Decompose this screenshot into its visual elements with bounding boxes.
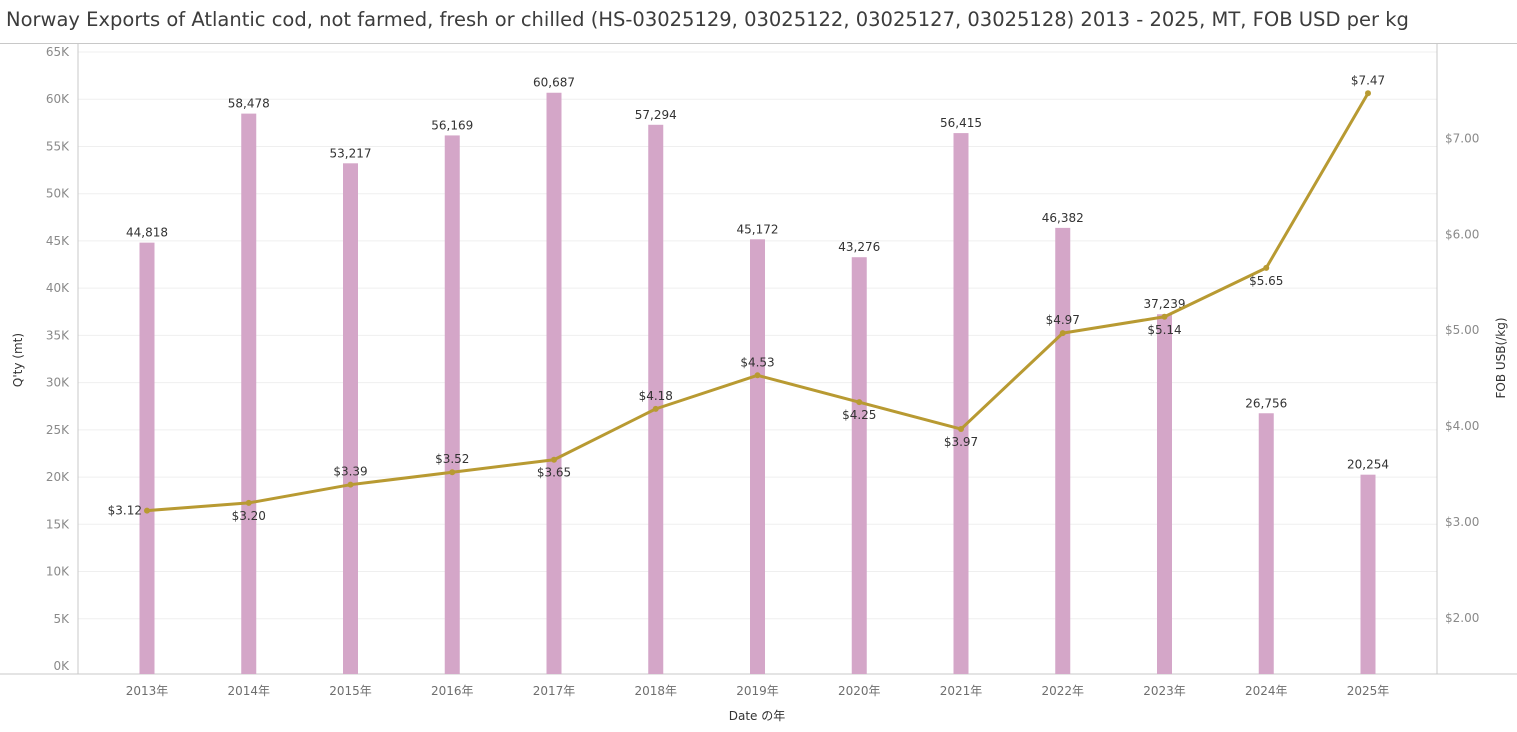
price-point (1059, 330, 1066, 337)
price-point (144, 507, 150, 514)
x-tick-label: 2016年 (431, 684, 474, 698)
bar-value-label: 56,169 (431, 118, 473, 132)
bar-labels: 44,818 58,478 53,217 56,169 60,687 57,294 45,1… (126, 76, 1389, 472)
price-point (958, 426, 964, 433)
price-point (1365, 90, 1371, 97)
price-point (347, 481, 354, 488)
price-value-label: $5.14 (1147, 323, 1181, 337)
bar-value-label: 44,818 (126, 226, 168, 240)
line-labels: $3.12 $3.20 $3.39 $3.52 $3.65 $4.18 $4.53 $4.25… (108, 73, 1386, 523)
price-point (551, 456, 557, 463)
bar-value-label: 57,294 (635, 108, 677, 122)
price-value-label: $4.25 (842, 408, 876, 422)
price-point (245, 499, 252, 506)
bar-value-label: 56,415 (940, 116, 982, 130)
price-point (449, 469, 456, 476)
bar-value-label: 20,254 (1347, 458, 1389, 472)
bar (546, 92, 562, 674)
price-point (754, 372, 761, 379)
bar-value-label: 58,478 (228, 97, 270, 111)
x-tick-label: 2017年 (533, 684, 576, 698)
x-tick-label: 2020年 (838, 684, 881, 698)
bar-value-label: 53,217 (330, 146, 372, 160)
title-divider (0, 43, 1517, 44)
line-series (144, 90, 1371, 514)
x-tick-label: 2013年 (126, 684, 169, 698)
bar (648, 124, 664, 675)
bar-value-label: 26,756 (1245, 396, 1287, 410)
price-point (856, 399, 863, 406)
bar-value-label: 43,276 (838, 240, 880, 254)
x-tick-label: 2023年 (1143, 684, 1186, 698)
price-point (652, 405, 659, 412)
bar (851, 257, 867, 674)
x-axis-title: Date の年 (729, 709, 786, 723)
chart-title: Norway Exports of Atlantic cod, not farm… (6, 8, 1409, 31)
bar-value-label: 46,382 (1042, 211, 1084, 225)
bar (1360, 474, 1376, 674)
x-tick-label: 2025年 (1347, 684, 1390, 698)
x-tick-label: 2024年 (1245, 684, 1288, 698)
left-tick-label: 40K (46, 281, 70, 295)
price-point (1161, 313, 1168, 320)
left-tick-label: 55K (46, 139, 70, 153)
right-tick-label: $5.00 (1445, 323, 1479, 337)
price-value-label: $5.65 (1249, 274, 1283, 288)
bar (139, 242, 155, 674)
right-axis-title: FOB USB(/kg) (1494, 318, 1508, 399)
right-tick-label: $6.00 (1445, 227, 1479, 241)
right-axis-ticks: $2.00 $3.00 $4.00 $5.00 $6.00 $7.00 (1445, 131, 1479, 625)
price-value-label: $4.53 (740, 355, 774, 369)
x-axis-ticks: 2013年 2014年 2015年 2016年 2017年 2018年 2019年 2020年… (126, 684, 1390, 698)
left-tick-label: 15K (46, 517, 70, 531)
price-value-label: $4.97 (1046, 313, 1080, 327)
left-tick-label: 35K (46, 328, 70, 342)
x-tick-label: 2014年 (227, 684, 270, 698)
right-tick-label: $7.00 (1445, 131, 1479, 145)
bar (1258, 413, 1274, 674)
left-tick-label: 0K (53, 659, 70, 673)
left-tick-label: 5K (53, 612, 70, 626)
x-tick-label: 2015年 (329, 684, 372, 698)
price-value-label: $3.65 (537, 466, 571, 480)
left-axis-title: Q'ty (mt) (11, 333, 25, 387)
bar-value-label: 60,687 (533, 76, 575, 90)
price-value-label: $3.97 (944, 435, 978, 449)
price-point (1263, 264, 1270, 271)
left-tick-label: 60K (46, 92, 70, 106)
price-value-label: $3.52 (435, 452, 469, 466)
left-axis-ticks: 0K 5K 10K 15K 20K 25K 30K 35K 40K 45K 50K 55K 60K 65K (46, 45, 70, 673)
left-tick-label: 30K (46, 376, 70, 390)
bar (444, 135, 460, 674)
right-tick-label: $2.00 (1445, 611, 1479, 625)
price-value-label: $7.47 (1351, 73, 1385, 87)
price-value-label: $3.12 (108, 504, 142, 518)
price-value-label: $4.18 (639, 389, 673, 403)
price-value-label: $3.39 (333, 465, 367, 479)
x-tick-label: 2021年 (940, 684, 983, 698)
bar (953, 133, 969, 675)
right-tick-label: $3.00 (1445, 515, 1479, 529)
bar (1157, 314, 1172, 674)
bar (241, 113, 257, 675)
left-tick-label: 20K (46, 470, 70, 484)
bar (1055, 227, 1071, 674)
bar (750, 239, 765, 674)
bar-series (139, 92, 1376, 675)
left-tick-label: 25K (46, 423, 70, 437)
x-tick-label: 2022年 (1041, 684, 1084, 698)
x-tick-label: 2019年 (736, 684, 779, 698)
right-tick-label: $4.00 (1445, 419, 1479, 433)
price-value-label: $3.20 (232, 509, 266, 523)
left-tick-label: 50K (46, 187, 70, 201)
x-tick-label: 2018年 (634, 684, 677, 698)
left-tick-label: 65K (46, 45, 70, 59)
left-tick-label: 10K (46, 565, 70, 579)
bar-value-label: 45,172 (737, 222, 779, 236)
bar (343, 163, 358, 675)
left-tick-label: 45K (46, 234, 70, 248)
bar-value-label: 37,239 (1144, 297, 1186, 311)
